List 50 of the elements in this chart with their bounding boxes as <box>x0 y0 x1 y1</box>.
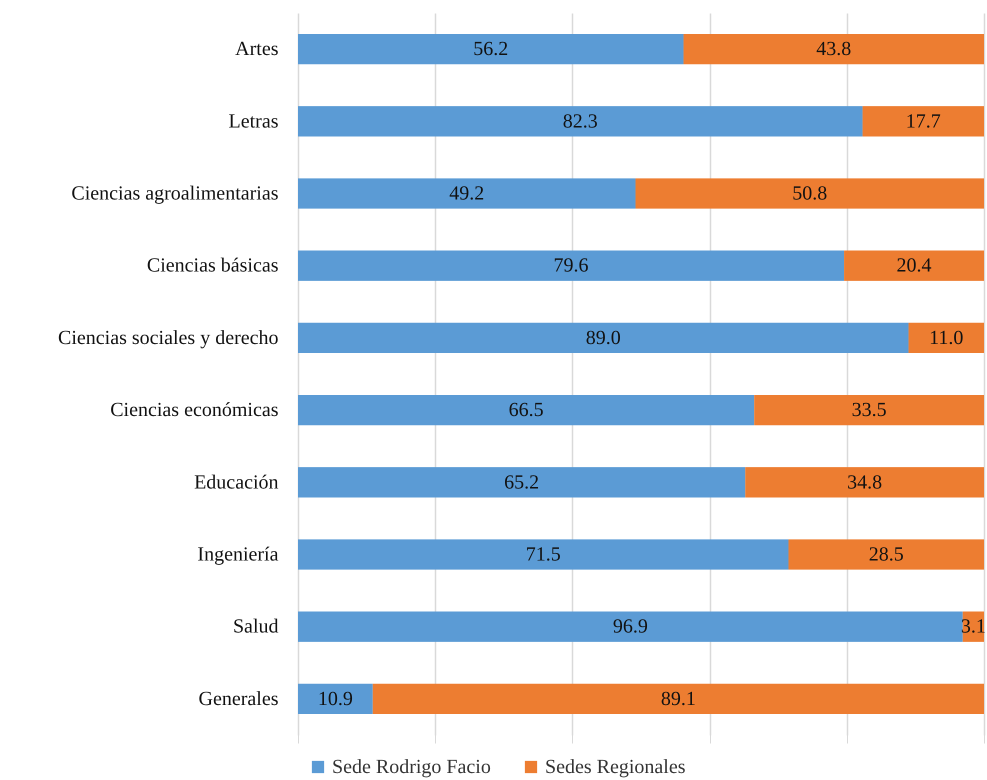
y-tick-label: Educación <box>194 471 278 494</box>
data-label: 89.1 <box>660 688 696 710</box>
y-tick-label: Ciencias agroalimentarias <box>71 182 279 204</box>
bar <box>908 322 984 354</box>
data-label: 34.8 <box>847 471 882 494</box>
bar <box>298 322 909 354</box>
data-label: 82.3 <box>562 110 598 132</box>
data-label: 65.2 <box>504 471 540 494</box>
bar <box>745 467 984 498</box>
data-label: 10.9 <box>318 688 353 710</box>
bar <box>862 106 984 136</box>
bar <box>754 394 984 426</box>
data-label: 50.8 <box>792 182 828 204</box>
y-tick-label: Ingeniería <box>197 544 279 566</box>
bar <box>298 539 788 570</box>
data-label: 89.0 <box>586 326 621 349</box>
y-tick-label: Ciencias sociales y derecho <box>58 326 278 349</box>
bar <box>298 34 684 64</box>
bar <box>298 178 636 209</box>
legend-label: Sedes Regionales <box>545 756 686 778</box>
data-label: 43.8 <box>816 38 852 60</box>
y-tick-label: Letras <box>228 110 279 132</box>
y-tick-label: Generales <box>198 688 279 710</box>
data-label: 66.5 <box>508 399 544 422</box>
data-label: 11.0 <box>929 326 964 349</box>
bar <box>298 250 844 281</box>
data-label: 28.5 <box>868 544 904 566</box>
data-label: 79.6 <box>554 254 589 277</box>
y-tick-label: Artes <box>235 38 279 60</box>
data-label: 17.7 <box>906 110 941 132</box>
bar <box>844 250 984 281</box>
bar <box>298 106 863 136</box>
data-label: 20.4 <box>896 254 932 277</box>
y-tick-label: Salud <box>232 616 278 638</box>
bar <box>298 394 754 426</box>
bar <box>684 34 984 64</box>
legend-label: Sede Rodrigo Facio <box>332 756 491 778</box>
bar <box>298 684 373 714</box>
data-label: 33.5 <box>852 399 887 422</box>
y-tick-label: Ciencias económicas <box>110 399 279 422</box>
bar <box>298 467 746 498</box>
data-label: 71.5 <box>526 544 561 566</box>
bar <box>636 178 984 209</box>
bar <box>788 539 984 570</box>
data-label: 49.2 <box>449 182 484 204</box>
data-label: 56.2 <box>473 38 508 60</box>
data-label: 96.9 <box>612 616 648 638</box>
bar <box>372 684 984 714</box>
y-tick-label: Ciencias básicas <box>146 254 279 277</box>
bar <box>298 612 963 642</box>
